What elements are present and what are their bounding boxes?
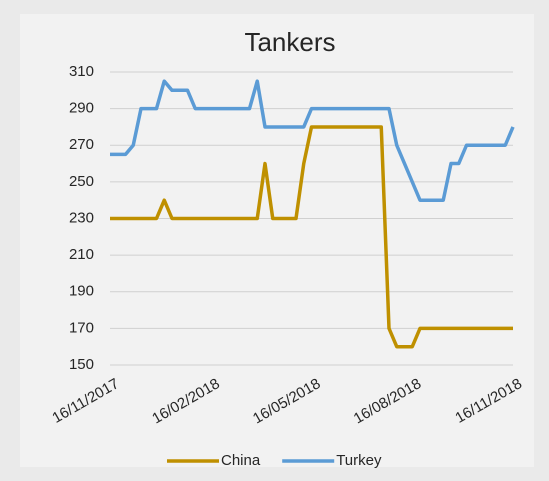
y-tick-label: 290 xyxy=(69,100,94,117)
y-tick-label: 250 xyxy=(69,173,94,190)
y-tick-label: 190 xyxy=(69,283,94,300)
y-tick-label: 310 xyxy=(69,63,94,80)
legend-label: Turkey xyxy=(336,452,382,469)
y-tick-label: 270 xyxy=(69,136,94,153)
y-tick-label: 210 xyxy=(69,246,94,263)
chart-title: Tankers xyxy=(244,27,335,57)
chart-area xyxy=(20,14,534,467)
line-series xyxy=(110,125,513,349)
line-series xyxy=(110,79,515,202)
y-tick-label: 230 xyxy=(69,209,94,226)
y-tick-label: 150 xyxy=(69,356,94,373)
legend-label: China xyxy=(221,452,261,469)
y-tick-label: 170 xyxy=(69,319,94,336)
